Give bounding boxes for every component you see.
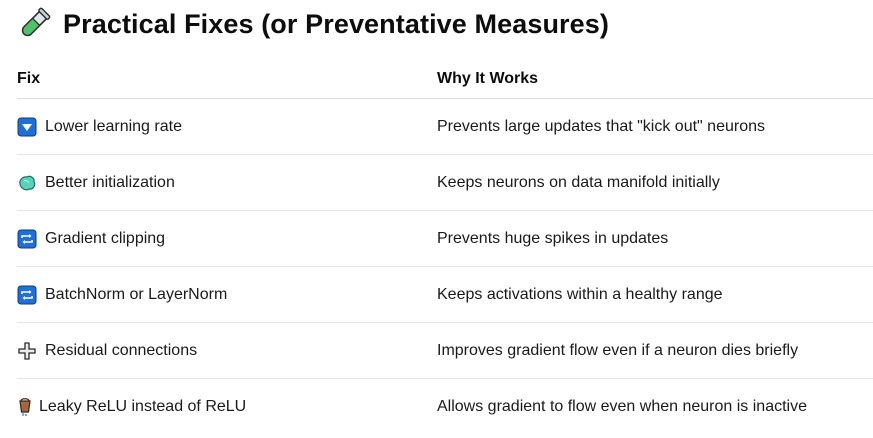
why-cell: Allows gradient to flow even when neuron… <box>437 397 807 415</box>
why-cell: Keeps neurons on data manifold initially <box>437 173 720 191</box>
fix-cell: Leaky ReLU instead of ReLU <box>39 397 247 415</box>
down-arrow-button-icon <box>17 117 37 137</box>
why-cell: Improves gradient flow even if a neuron … <box>437 341 799 359</box>
repeat-button-icon <box>17 285 37 305</box>
table-row: Residual connections Improves gradient f… <box>17 323 873 379</box>
test-tube-icon <box>17 7 51 41</box>
title-text: Practical Fixes (or Preventative Measure… <box>63 8 609 39</box>
fixes-table: Fix Why It Works Lower learning rate Pre… <box>17 60 873 434</box>
table-row: Better initialization Keeps neurons on d… <box>17 155 873 211</box>
repeat-button-icon <box>17 229 37 249</box>
plus-icon <box>17 341 37 361</box>
why-cell: Prevents huge spikes in updates <box>437 229 669 247</box>
why-cell: Prevents large updates that "kick out" n… <box>437 117 765 135</box>
fix-cell: Gradient clipping <box>45 229 166 247</box>
fix-cell: BatchNorm or LayerNorm <box>45 285 228 303</box>
table-row: Gradient clipping Prevents huge spikes i… <box>17 211 873 267</box>
column-header-why: Why It Works <box>437 70 539 87</box>
table-row: Leaky ReLU instead of ReLU Allows gradie… <box>17 379 873 434</box>
table-row: Lower learning rate Prevents large updat… <box>17 99 873 155</box>
why-cell: Keeps activations within a healthy range <box>437 285 723 303</box>
table-row: BatchNorm or LayerNorm Keeps activations… <box>17 267 873 323</box>
page-title: Practical Fixes (or Preventative Measure… <box>17 4 609 44</box>
rock-icon <box>17 173 37 193</box>
fix-cell: Residual connections <box>45 341 198 359</box>
fix-cell: Better initialization <box>45 173 175 191</box>
leaking-bucket-icon <box>17 397 33 417</box>
column-header-fix: Fix <box>17 70 41 87</box>
table-header-row: Fix Why It Works <box>17 60 873 99</box>
fix-cell: Lower learning rate <box>45 117 182 135</box>
